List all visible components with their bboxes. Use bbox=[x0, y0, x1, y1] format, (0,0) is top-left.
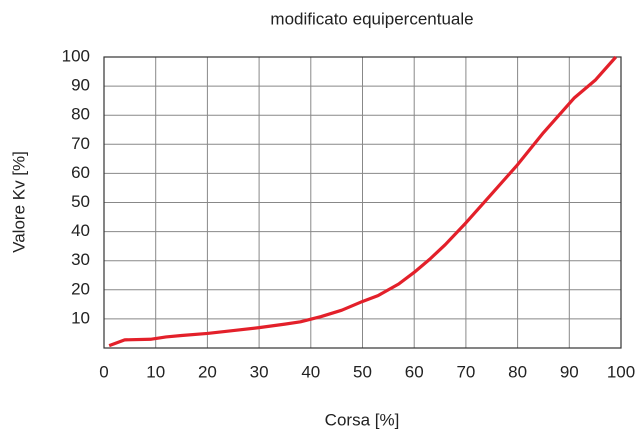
x-tick-label: 40 bbox=[301, 362, 320, 381]
x-tick-label: 20 bbox=[198, 362, 217, 381]
x-tick-label: 100 bbox=[607, 362, 635, 381]
x-tick-label: 50 bbox=[353, 362, 372, 381]
y-tick-label: 40 bbox=[71, 221, 90, 240]
data-line bbox=[108, 55, 618, 348]
x-tick-label: 0 bbox=[99, 362, 108, 381]
x-tick-label: 80 bbox=[508, 362, 527, 381]
plot-frame bbox=[103, 56, 622, 349]
chart-title: modificato equipercentuale bbox=[270, 9, 473, 28]
x-tick-label: 90 bbox=[560, 362, 579, 381]
y-tick-label: 10 bbox=[71, 308, 90, 327]
x-tick-label: 30 bbox=[250, 362, 269, 381]
y-tick-label: 90 bbox=[71, 76, 90, 95]
y-tick-label: 100 bbox=[62, 46, 90, 65]
x-tick-label: 60 bbox=[405, 362, 424, 381]
y-tick-label: 50 bbox=[71, 192, 90, 211]
y-tick-label: 70 bbox=[71, 134, 90, 153]
x-tick-label: 70 bbox=[456, 362, 475, 381]
y-axis-label: Valore Kv [%] bbox=[9, 151, 28, 253]
y-tick-label: 60 bbox=[71, 163, 90, 182]
x-axis-label: Corsa [%] bbox=[325, 410, 400, 429]
x-tick-label: 10 bbox=[146, 362, 165, 381]
y-tick-label: 30 bbox=[71, 250, 90, 269]
y-tick-label: 80 bbox=[71, 105, 90, 124]
y-tick-label: 20 bbox=[71, 279, 90, 298]
